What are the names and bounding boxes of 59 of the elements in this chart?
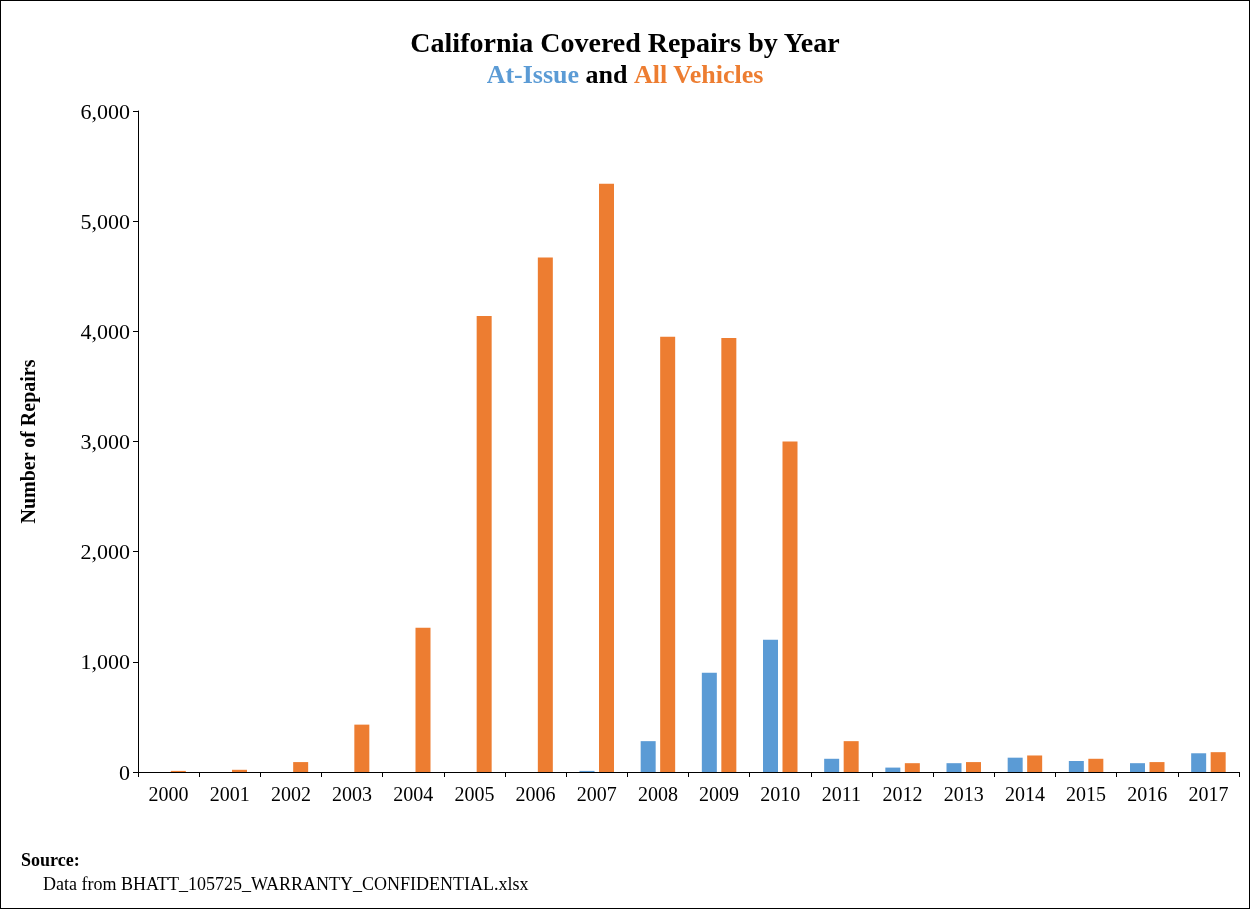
x-tick-label: 2015	[1066, 783, 1107, 805]
x-tick-label: 2014	[1004, 783, 1045, 805]
bar	[232, 769, 247, 772]
bar	[843, 741, 859, 772]
bar	[537, 257, 553, 772]
bar	[1210, 752, 1226, 772]
chart-title: California Covered Repairs by Year	[410, 26, 840, 58]
chart-subtitle: and	[584, 60, 629, 90]
bar	[660, 336, 676, 772]
x-tick-label: 2007	[576, 783, 617, 805]
x-tick-label: 2008	[637, 783, 678, 805]
source-note: Source:	[21, 850, 80, 870]
x-tick-label: 2009	[699, 783, 740, 805]
x-tick-label: 2016	[1127, 783, 1168, 805]
bar	[1191, 753, 1207, 772]
bar	[1068, 760, 1084, 772]
x-tick-label: 2006	[515, 783, 556, 805]
bar	[966, 762, 981, 772]
bar	[1149, 762, 1165, 772]
x-tick-label: 2013	[943, 783, 984, 805]
x-tick-label: 2010	[760, 783, 801, 805]
bar	[824, 758, 840, 772]
y-tick-label: 4,000	[80, 318, 130, 344]
bar	[1027, 755, 1043, 772]
x-tick-label: 2002	[270, 783, 311, 805]
bar	[763, 639, 778, 772]
y-axis-title: Number of Repairs	[17, 359, 40, 524]
x-tick-label: 2004	[393, 783, 434, 805]
y-tick-label: 2,000	[80, 539, 130, 565]
bar	[293, 762, 309, 772]
bar	[354, 724, 370, 772]
bar	[640, 741, 656, 772]
bar	[1007, 757, 1023, 772]
x-tick-label: 2003	[332, 783, 373, 805]
x-tick-label: 2000	[148, 783, 189, 805]
bar	[1130, 763, 1145, 772]
bar	[782, 441, 798, 772]
bar	[476, 315, 492, 772]
bar	[721, 337, 737, 772]
x-tick-label: 2005	[454, 783, 495, 805]
bar	[701, 672, 717, 772]
bar	[415, 627, 431, 772]
x-tick-label: 2011	[821, 783, 862, 805]
x-tick-label: 2001	[209, 783, 250, 805]
bar	[946, 763, 962, 772]
y-tick-label: 5,000	[80, 208, 130, 234]
bar	[599, 183, 614, 772]
bar	[885, 767, 901, 772]
y-tick-label: 0	[119, 759, 130, 785]
x-tick-label: 2017	[1188, 783, 1229, 805]
y-tick-label: 3,000	[80, 429, 130, 454]
text: All Vehicles	[634, 60, 764, 90]
bar	[1088, 758, 1104, 772]
x-tick-label: 2012	[882, 783, 923, 805]
y-tick-label: 1,000	[80, 649, 130, 675]
bar	[904, 763, 920, 772]
text: Data from BHATT_105725_WARRANTY_CONFIDENTIAL.xlsx	[43, 874, 529, 894]
text: At-Issue	[486, 60, 580, 90]
y-tick-label: 6,000	[80, 98, 130, 124]
